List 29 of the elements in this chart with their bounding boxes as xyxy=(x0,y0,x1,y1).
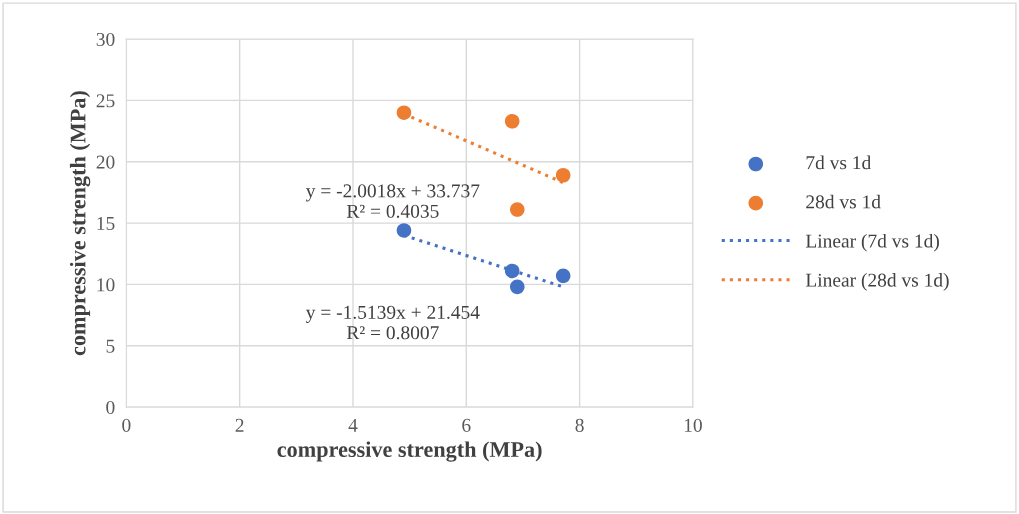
x-tick-label: 2 xyxy=(235,418,244,432)
y-tick-label: 5 xyxy=(106,339,115,353)
x-tick-label: 4 xyxy=(348,418,358,432)
x-tick-label: 10 xyxy=(684,418,702,432)
point xyxy=(396,105,412,120)
y-tick-label: 25 xyxy=(96,94,115,108)
y-tick-label: 15 xyxy=(97,216,115,231)
legend-label: 7d vs 1d xyxy=(806,155,872,170)
legend-label: Linear (28d vs 1d) xyxy=(805,273,949,291)
legend-label: Linear (7d vs 1d) xyxy=(805,233,939,252)
y-tick-label: 20 xyxy=(96,155,115,169)
y-tick-label: 30 xyxy=(96,32,115,46)
y-axis-title: compressive strength (MPa) xyxy=(69,91,91,356)
x-tick-label: 8 xyxy=(575,418,584,432)
point xyxy=(510,202,525,217)
point xyxy=(555,167,571,183)
point xyxy=(510,279,525,295)
point xyxy=(555,268,571,284)
annotation: y = -2.0018x + 33.737 R² = 0.4035 xyxy=(305,184,480,218)
point xyxy=(504,113,520,129)
legend-label: 28d vs 1d xyxy=(806,194,881,209)
point xyxy=(396,223,412,238)
y-tick-label: 10 xyxy=(97,278,115,292)
y-tick-label: 0 xyxy=(106,400,115,415)
x-tick-label: 0 xyxy=(122,418,131,432)
x-axis-title: compressive strength (MPa) xyxy=(277,441,542,462)
annotation: y = -1.5139x + 21.454 R² = 0.8007 xyxy=(305,305,480,340)
point xyxy=(504,263,520,279)
x-tick-label: 6 xyxy=(462,418,471,432)
